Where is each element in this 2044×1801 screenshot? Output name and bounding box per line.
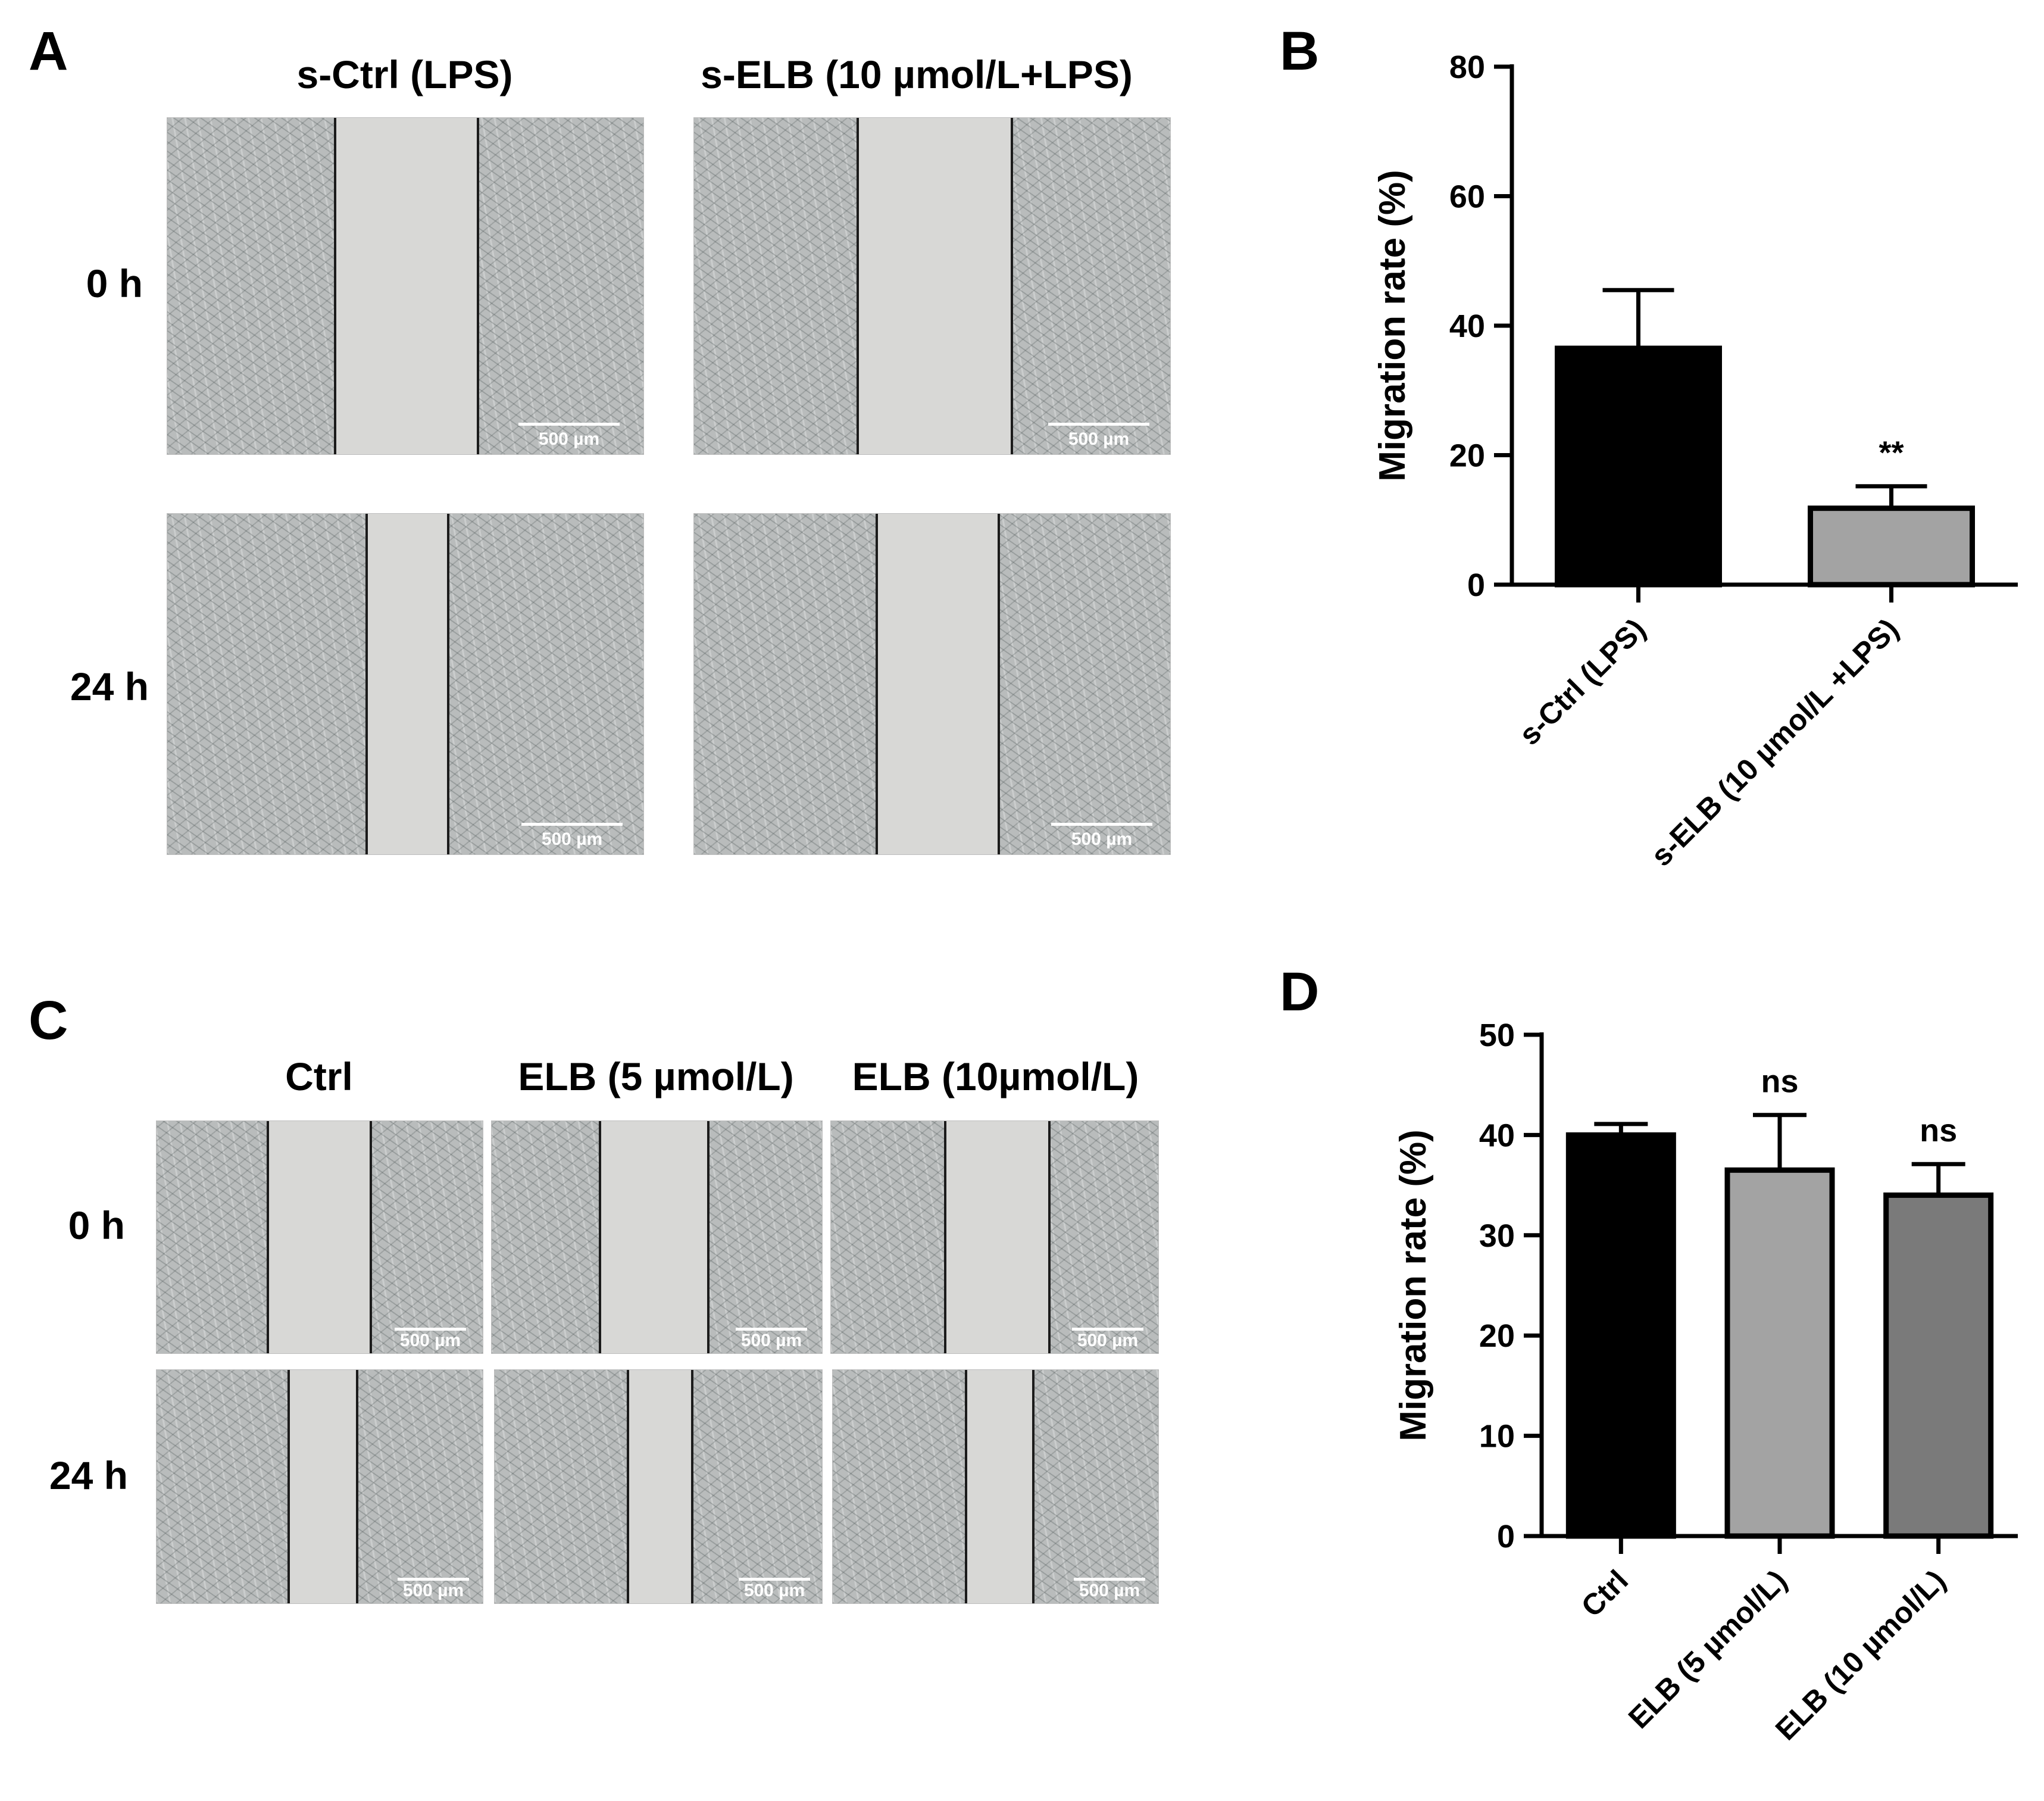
scale-bar-label: 500 µm	[1077, 1331, 1139, 1350]
micrograph-a-sctrl-0h: 500 µm	[167, 117, 644, 455]
scale-bar-label: 500 µm	[538, 429, 600, 449]
y-tick-label: 60	[1449, 179, 1485, 215]
significance-label: ns	[1761, 1064, 1798, 1100]
scale-bar-label: 500 µm	[402, 1581, 464, 1600]
x-tick-label: ELB (5 µmol/L)	[1622, 1563, 1793, 1735]
panel-a-row-label-0h: 0 h	[86, 261, 143, 305]
bar	[1555, 345, 1722, 588]
bar	[1883, 1192, 1994, 1539]
panel-letter-b: B	[1280, 21, 1320, 82]
micrograph-c-elb10-0h: 500 µm	[830, 1120, 1159, 1354]
micrograph-c-elb5-0h: 500 µm	[491, 1120, 823, 1354]
y-tick-label: 80	[1449, 49, 1485, 85]
panel-c-column-title-1: Ctrl	[285, 1054, 353, 1098]
scale-bar-label: 500 µm	[541, 829, 603, 849]
y-tick-label: 10	[1479, 1419, 1515, 1454]
x-tick-label: ELB (10 µmol/L)	[1769, 1563, 1952, 1746]
y-tick-label: 20	[1479, 1318, 1515, 1354]
x-tick-label: s-Ctrl (LPS)	[1512, 612, 1652, 751]
micrograph-c-elb5-24h: 500 µm	[494, 1369, 823, 1604]
panel-c-row-label-24h: 24 h	[49, 1453, 128, 1497]
scale-bar-label: 500 µm	[740, 1331, 802, 1350]
micrograph-c-ctrl-0h: 500 µm	[156, 1120, 483, 1354]
bar	[1808, 505, 1975, 588]
micrograph-c-elb10-24h: 500 µm	[832, 1369, 1159, 1604]
scale-bar-label: 500 µm	[1079, 1581, 1140, 1600]
panel-letter-d: D	[1280, 962, 1320, 1022]
significance-label: **	[1879, 435, 1904, 471]
panel-a-column-title-1: s-Ctrl (LPS)	[296, 52, 513, 96]
micrograph-a-selb-0h: 500 µm	[693, 117, 1171, 455]
x-tick-label: Ctrl	[1575, 1563, 1634, 1623]
scale-bar-label: 500 µm	[399, 1331, 461, 1350]
y-axis-label: Migration rate (%)	[1393, 1129, 1434, 1441]
y-tick-label: 20	[1449, 438, 1485, 474]
panel-c-row-label-0h: 0 h	[68, 1203, 125, 1247]
scale-bar-label: 500 µm	[1068, 429, 1130, 449]
panel-a-row-label-24h: 24 h	[70, 664, 149, 708]
panel-c-column-title-3: ELB (10µmol/L)	[852, 1054, 1139, 1098]
micrograph-c-ctrl-24h: 500 µm	[156, 1369, 483, 1604]
panel-c-column-title-2: ELB (5 µmol/L)	[518, 1054, 794, 1098]
panel-letter-c: C	[29, 990, 68, 1051]
panel-letter-a: A	[29, 21, 68, 82]
migration-rate-chart-b: ** 0 20 40 60 80 s-Ctrl (LPS)s-ELB (10 µmol/L …	[1372, 49, 2018, 873]
panel-a-column-title-2: s-ELB (10 µmol/L+LPS)	[701, 52, 1133, 96]
x-tick-label: s-ELB (10 µmol/L +LPS)	[1645, 612, 1905, 873]
scale-bar-label: 500 µm	[743, 1581, 805, 1600]
y-tick-label: 40	[1449, 308, 1485, 344]
y-tick-label: 30	[1479, 1218, 1515, 1254]
significance-label: ns	[1920, 1113, 1957, 1148]
y-tick-label: 0	[1497, 1519, 1515, 1555]
micrograph-a-selb-24h: 500 µm	[693, 513, 1171, 855]
y-tick-label: 0	[1467, 567, 1485, 603]
micrograph-a-sctrl-24h: 500 µm	[167, 513, 644, 855]
bar	[1724, 1167, 1835, 1539]
y-tick-label: 50	[1479, 1017, 1515, 1053]
scale-bar-label: 500 µm	[1071, 829, 1133, 849]
y-axis-label: Migration rate (%)	[1372, 170, 1413, 482]
y-tick-label: 40	[1479, 1118, 1515, 1153]
bar	[1565, 1132, 1676, 1539]
